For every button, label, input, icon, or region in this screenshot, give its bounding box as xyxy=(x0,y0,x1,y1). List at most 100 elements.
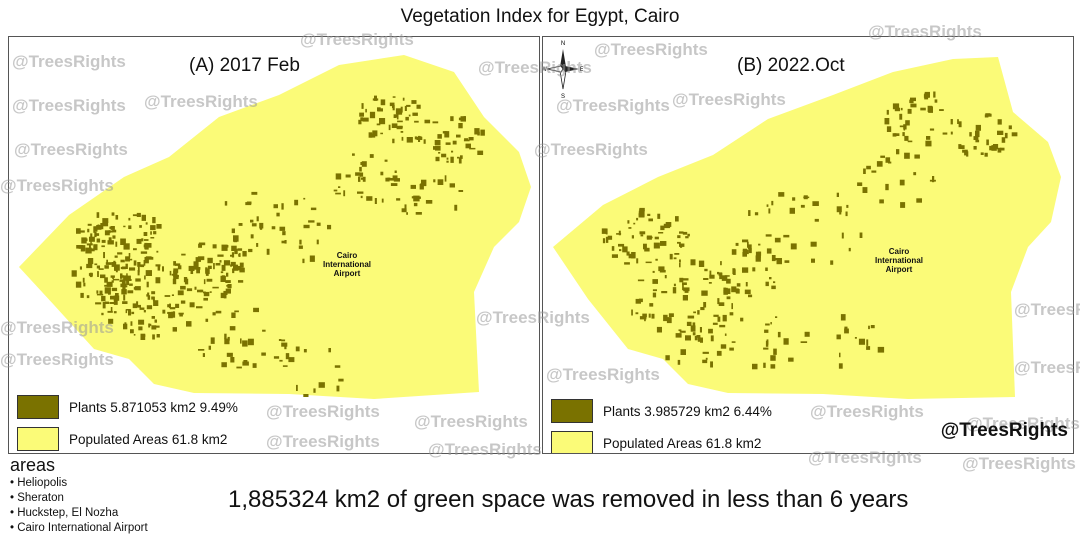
vegetation-patch xyxy=(423,139,426,144)
vegetation-patch xyxy=(109,226,115,229)
vegetation-patch xyxy=(217,254,224,257)
vegetation-patch xyxy=(256,216,259,222)
vegetation-patch xyxy=(666,317,672,324)
vegetation-patch xyxy=(357,191,364,194)
vegetation-patch xyxy=(167,311,173,314)
vegetation-patch xyxy=(838,363,843,369)
vegetation-patch xyxy=(727,288,731,294)
vegetation-patch xyxy=(123,243,130,250)
vegetation-patch xyxy=(770,355,776,361)
vegetation-patch xyxy=(184,278,189,285)
vegetation-patch xyxy=(152,296,155,302)
vegetation-patch xyxy=(224,333,227,340)
vegetation-patch xyxy=(899,113,903,120)
vegetation-patch xyxy=(660,225,665,231)
vegetation-patch xyxy=(713,314,719,317)
vegetation-patch xyxy=(223,292,227,299)
vegetation-patch xyxy=(980,152,984,155)
vegetation-patch xyxy=(123,323,128,330)
vegetation-patch xyxy=(437,179,444,185)
vegetation-patch xyxy=(652,289,657,292)
vegetation-patch xyxy=(210,337,215,344)
vegetation-patch xyxy=(360,195,363,199)
vegetation-patch xyxy=(927,105,933,112)
vegetation-patch xyxy=(649,303,654,307)
vegetation-patch xyxy=(133,334,136,336)
vegetation-patch xyxy=(99,290,103,296)
vegetation-patch xyxy=(110,275,115,278)
vegetation-patch xyxy=(93,226,96,233)
vegetation-patch xyxy=(885,183,889,191)
vegetation-patch xyxy=(284,345,287,350)
vegetation-patch xyxy=(913,172,917,176)
vegetation-patch xyxy=(702,359,708,364)
vegetation-patch xyxy=(120,266,124,270)
vegetation-patch xyxy=(637,279,645,282)
vegetation-patch xyxy=(416,136,423,140)
vegetation-patch xyxy=(123,294,126,301)
vegetation-patch xyxy=(611,254,618,258)
vegetation-patch xyxy=(639,208,642,215)
vegetation-patch xyxy=(639,316,647,320)
populated-label: Populated Areas 61.8 km2 xyxy=(69,431,228,447)
vegetation-patch xyxy=(480,129,485,136)
vegetation-patch xyxy=(238,253,241,257)
vegetation-patch xyxy=(934,99,938,103)
vegetation-patch xyxy=(464,138,469,141)
vegetation-patch xyxy=(230,254,234,257)
vegetation-patch xyxy=(224,245,229,248)
vegetation-patch xyxy=(682,295,688,301)
vegetation-patch xyxy=(804,331,810,337)
vegetation-patch xyxy=(168,313,173,319)
vegetation-patch xyxy=(668,313,674,317)
plants-swatch xyxy=(551,399,593,423)
areas-heading: areas xyxy=(10,455,56,475)
vegetation-patch xyxy=(107,240,114,245)
vegetation-patch xyxy=(71,270,77,277)
vegetation-patch xyxy=(932,176,935,183)
vegetation-patch xyxy=(231,245,237,251)
vegetation-patch xyxy=(144,275,146,280)
vegetation-patch xyxy=(114,264,120,271)
vegetation-patch xyxy=(414,136,418,140)
vegetation-patch xyxy=(310,207,317,211)
vegetation-patch xyxy=(366,196,373,201)
vegetation-patch xyxy=(199,289,203,293)
vegetation-patch xyxy=(131,311,135,315)
vegetation-patch xyxy=(147,295,151,300)
vegetation-patch xyxy=(415,212,422,215)
vegetation-patch xyxy=(789,207,795,214)
vegetation-patch xyxy=(411,100,417,104)
vegetation-patch xyxy=(112,277,114,280)
vegetation-patch xyxy=(115,267,118,273)
vegetation-patch xyxy=(175,303,180,308)
vegetation-patch xyxy=(848,247,851,252)
vegetation-patch xyxy=(719,272,723,280)
vegetation-patch xyxy=(87,228,90,233)
vegetation-patch xyxy=(731,341,736,343)
vegetation-patch xyxy=(105,262,112,265)
vegetation-patch xyxy=(122,286,126,292)
vegetation-patch xyxy=(740,317,744,322)
vegetation-patch xyxy=(343,190,346,197)
vegetation-patch xyxy=(179,313,183,317)
vegetation-patch xyxy=(920,107,926,111)
vegetation-patch xyxy=(425,200,433,204)
vegetation-patch xyxy=(645,261,652,264)
vegetation-patch xyxy=(107,310,113,313)
map-panel-2022: (B) 2022.Oct Cairo International Airport… xyxy=(542,36,1074,454)
vegetation-patch xyxy=(679,330,686,333)
vegetation-patch xyxy=(294,199,299,206)
vegetation-patch xyxy=(197,256,205,261)
vegetation-patch xyxy=(299,239,302,245)
vegetation-patch xyxy=(792,197,796,201)
vegetation-patch xyxy=(1008,125,1012,130)
vegetation-patch xyxy=(766,248,772,254)
vegetation-patch xyxy=(654,236,659,240)
vegetation-patch xyxy=(396,125,403,130)
vegetation-patch xyxy=(962,149,968,153)
vegetation-patch xyxy=(392,96,396,98)
vegetation-patch xyxy=(778,192,785,197)
watermark: @TreesRights xyxy=(266,432,380,451)
vegetation-patch xyxy=(414,120,419,123)
